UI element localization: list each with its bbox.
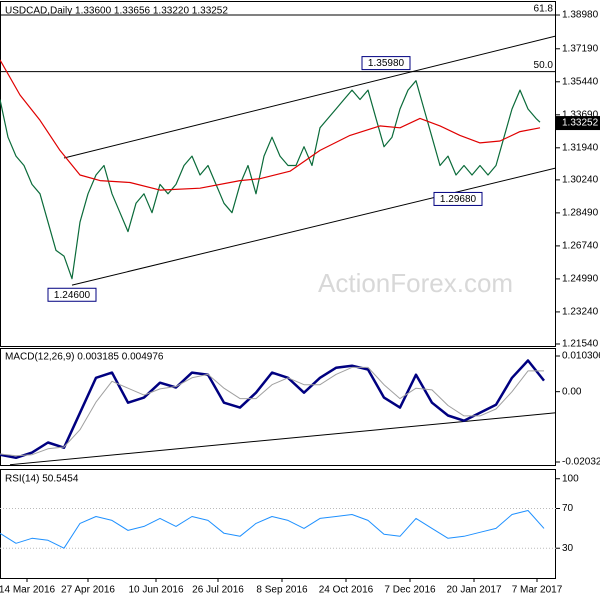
x-tick-label: 14 Mar 2016 [0,585,56,596]
x-tick-label: 8 Sep 2016 [256,585,308,596]
y-tick-label: 1.30240 [562,175,599,186]
annotation-label: 1.29680 [440,194,477,205]
x-tick-label: 27 Apr 2016 [61,585,115,596]
y-tick-label: 70 [562,503,574,514]
y-tick-label: 0.00 [562,386,582,397]
rsi-panel [0,469,556,579]
y-tick-label: 1.26740 [562,241,599,252]
y-tick-label: 1.37190 [562,43,599,54]
series-line [0,359,545,460]
annotation-box [361,56,411,71]
trendline [63,35,556,159]
y-tick-label: 1.33690 [562,109,599,120]
trendline [9,412,556,465]
series-line [0,59,541,191]
price-panel [0,1,556,347]
y-tick-label: 1.31940 [562,142,599,153]
macd-title: MACD(12,26,9) 0.003185 0.004976 [5,352,164,363]
x-tick-label: 7 Dec 2016 [384,585,436,596]
annotation-label: 1.35980 [368,58,405,69]
y-tick-label: 100 [562,473,579,484]
x-tick-label: 10 Jun 2016 [128,585,183,596]
annotation-label: 1.24600 [54,290,91,301]
last-price-box [556,116,600,131]
rsi-title: RSI(14) 50.5454 [5,474,79,485]
x-tick-label: 24 Oct 2016 [319,585,374,596]
annotation-box [433,191,483,206]
y-tick-label: 1.28490 [562,208,599,219]
y-tick-label: 30 [562,543,574,554]
series-line [0,366,544,457]
watermark: ActionForex.com [318,268,513,298]
series-line [0,80,541,280]
last-price-label: 1.33252 [562,118,599,129]
x-tick-label: 20 Jan 2017 [446,585,501,596]
annotation-box [47,287,97,302]
y-tick-label: 1.21540 [562,339,599,350]
y-tick-label: 1.38980 [562,10,599,21]
x-tick-label: 26 Jul 2016 [192,585,244,596]
y-tick-label: 1.24990 [562,274,599,285]
level-label: 61.8 [534,4,554,15]
series-line [0,510,545,549]
macd-panel [0,348,556,466]
y-tick-label: -0.020324 [562,457,600,468]
trendline [71,167,556,286]
chart-title: USDCAD,Daily 1.33600 1.33656 1.33220 1.3… [5,6,228,17]
y-tick-label: 1.23240 [562,307,599,318]
y-tick-label: 0.010306 [562,351,600,362]
y-tick-label: 1.35440 [562,76,599,87]
x-tick-label: 7 Mar 2017 [512,585,563,596]
level-label: 50.0 [534,60,554,71]
